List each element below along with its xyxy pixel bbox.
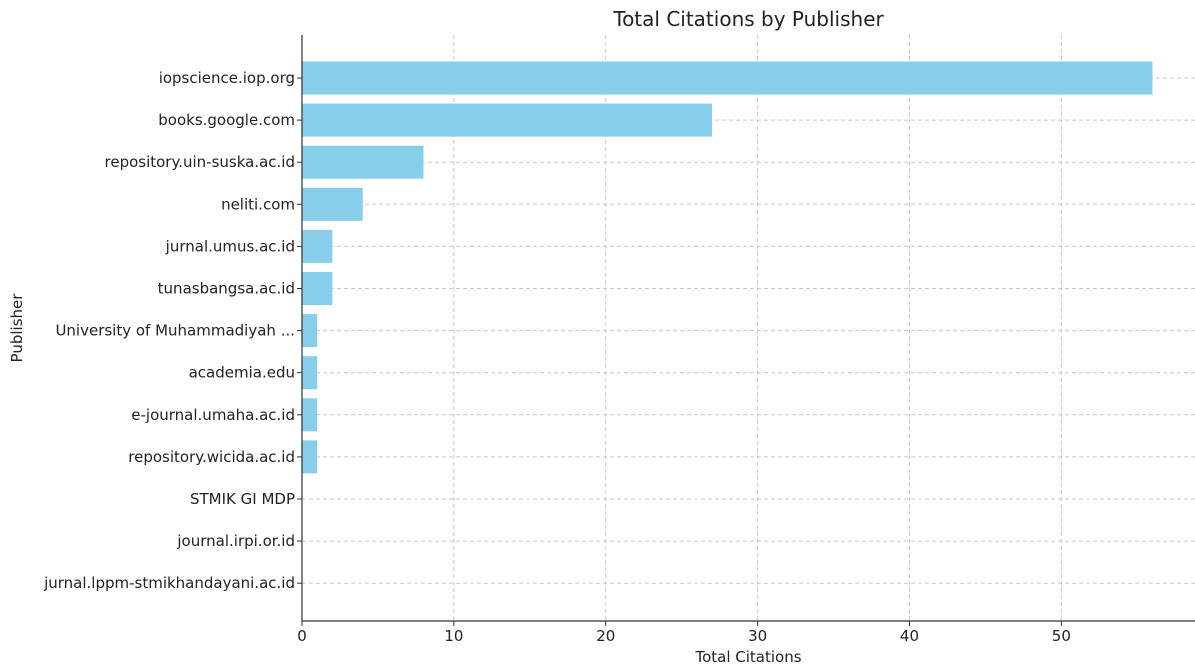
x-tick-label: 50	[1052, 627, 1071, 645]
x-tick-label: 10	[444, 627, 463, 645]
x-tick-label: 40	[900, 627, 919, 645]
y-tick-label: jurnal.umus.ac.id	[165, 237, 295, 255]
bar	[302, 440, 318, 474]
y-tick-label: books.google.com	[158, 111, 295, 129]
x-tick-label: 20	[596, 627, 615, 645]
y-tick-label: neliti.com	[221, 195, 295, 213]
y-tick-label: STMIK GI MDP	[190, 490, 295, 508]
y-tick-label: journal.irpi.or.id	[176, 532, 295, 550]
bars	[302, 61, 1153, 474]
chart-title: Total Citations by Publisher	[612, 7, 884, 31]
bar	[302, 145, 424, 179]
x-axis-title: Total Citations	[694, 648, 801, 666]
y-tick-label: iopscience.iop.org	[159, 69, 295, 87]
bar	[302, 61, 1153, 95]
x-ticks: 0 10 20 30 40 50	[297, 621, 1071, 645]
axes	[301, 35, 1195, 622]
y-axis-title: Publisher	[8, 293, 26, 363]
x-tick-label: 0	[297, 627, 307, 645]
y-tick-label: repository.wicida.ac.id	[128, 448, 295, 466]
y-tick-label: repository.uin-suska.ac.id	[105, 153, 296, 171]
bar	[302, 187, 363, 221]
bar	[302, 356, 318, 390]
bar	[302, 103, 713, 137]
bar	[302, 272, 333, 305]
y-ticks: iopscience.iop.org books.google.com reposi…	[43, 69, 302, 592]
y-tick-label: e-journal.umaha.ac.id	[131, 406, 295, 424]
bar	[302, 314, 318, 348]
y-tick-label: jurnal.lppm-stmikhandayani.ac.id	[43, 574, 295, 592]
x-tick-label: 30	[748, 627, 767, 645]
y-tick-label: University of Muhammadiyah ...	[55, 322, 295, 340]
y-tick-label: tunasbangsa.ac.id	[158, 280, 295, 298]
grid	[302, 35, 1195, 621]
y-tick-label: academia.edu	[189, 364, 295, 382]
bar	[302, 229, 333, 263]
bar	[302, 398, 318, 432]
